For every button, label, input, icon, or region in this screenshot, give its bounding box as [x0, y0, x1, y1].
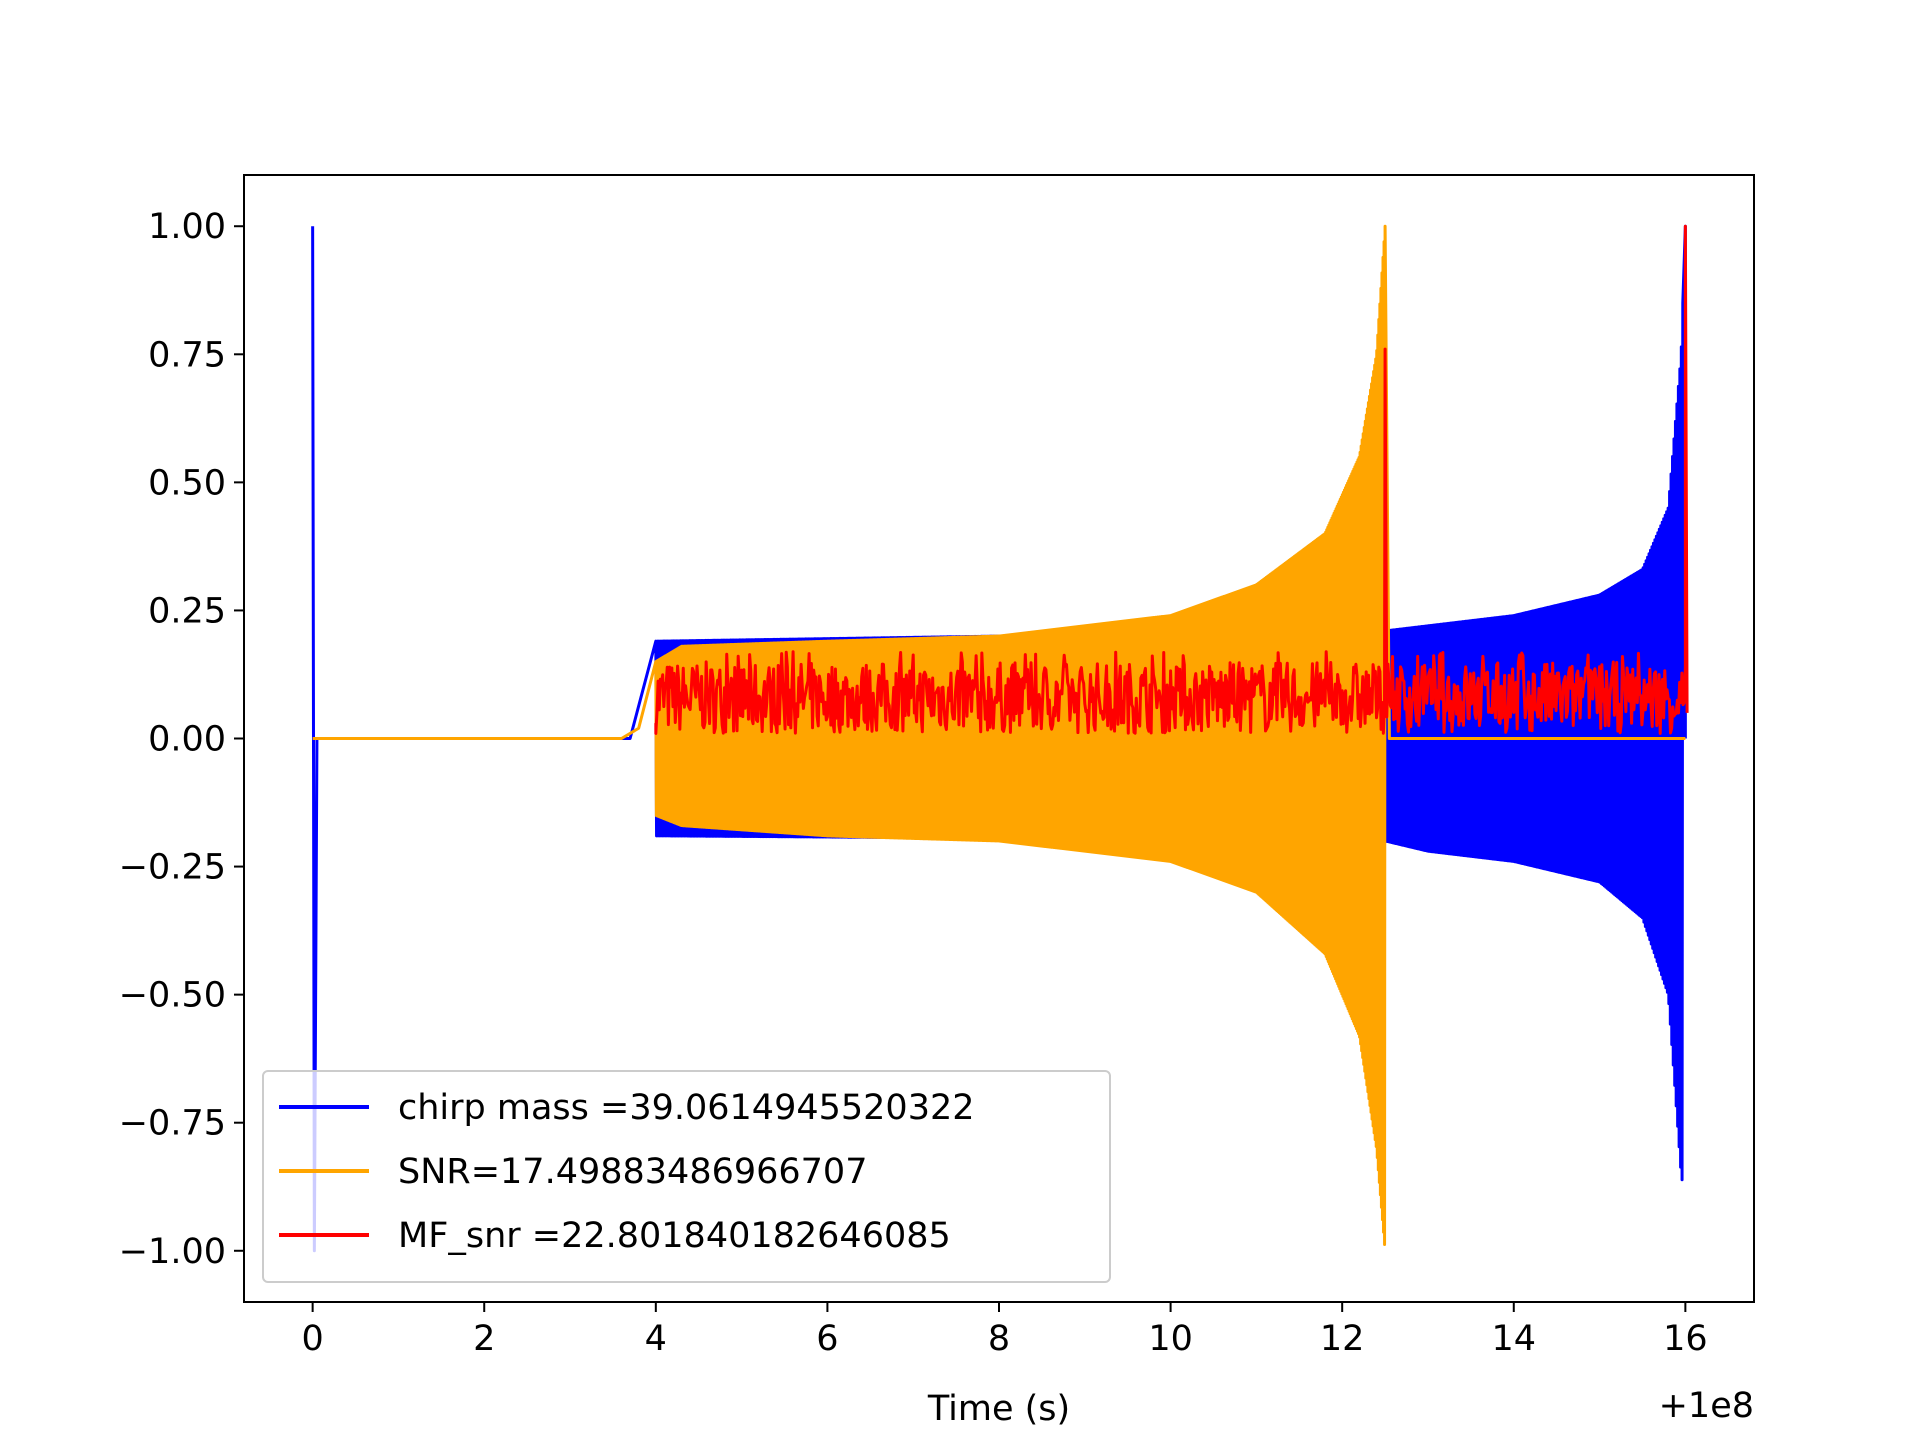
x-tick-label: 14: [1491, 1319, 1536, 1359]
x-axis: 0 2 4 6 8 10 12 14 16: [301, 1302, 1708, 1359]
series-line-3: [654, 224, 1689, 735]
y-tick-label: −0.75: [119, 1104, 226, 1144]
x-tick-label: 12: [1320, 1319, 1365, 1359]
x-tick-label: 16: [1663, 1319, 1708, 1359]
y-tick-label: 1.00: [148, 207, 226, 247]
y-tick-label: 0.75: [148, 335, 226, 375]
x-tick-label: 8: [988, 1319, 1010, 1359]
y-tick-label: −0.25: [119, 848, 226, 888]
y-axis: 1.00 0.75 0.50 0.25 0.00 −0.25 −0.50 −0.75 −1.00: [119, 207, 244, 1272]
series-line-2: [312, 224, 1686, 1247]
y-tick-label: 0.50: [148, 463, 226, 503]
x-tick-label: 6: [816, 1319, 838, 1359]
y-tick-label: 0.25: [148, 591, 226, 631]
legend-label: SNR=17.49883486966707: [398, 1152, 867, 1192]
legend: chirp mass =39.0614945520322 SNR=17.49883…: [262, 1070, 1111, 1283]
legend-label: chirp mass =39.0614945520322: [398, 1088, 975, 1128]
y-tick-label: −0.50: [119, 976, 226, 1016]
x-tick-label: 2: [473, 1319, 495, 1359]
x-axis-label: Time (s): [927, 1389, 1070, 1429]
x-tick-label: 4: [645, 1319, 667, 1359]
y-tick-label: −1.00: [119, 1232, 226, 1272]
y-tick-label: 0.00: [148, 720, 226, 760]
x-tick-label: 10: [1148, 1319, 1193, 1359]
x-tick-label: 0: [301, 1319, 323, 1359]
legend-box: [262, 1070, 1111, 1283]
x-offset-label: +1e8: [1659, 1386, 1754, 1426]
series-layer: [311, 224, 1689, 1253]
legend-label: MF_snr =22.801840182646085: [398, 1216, 951, 1256]
